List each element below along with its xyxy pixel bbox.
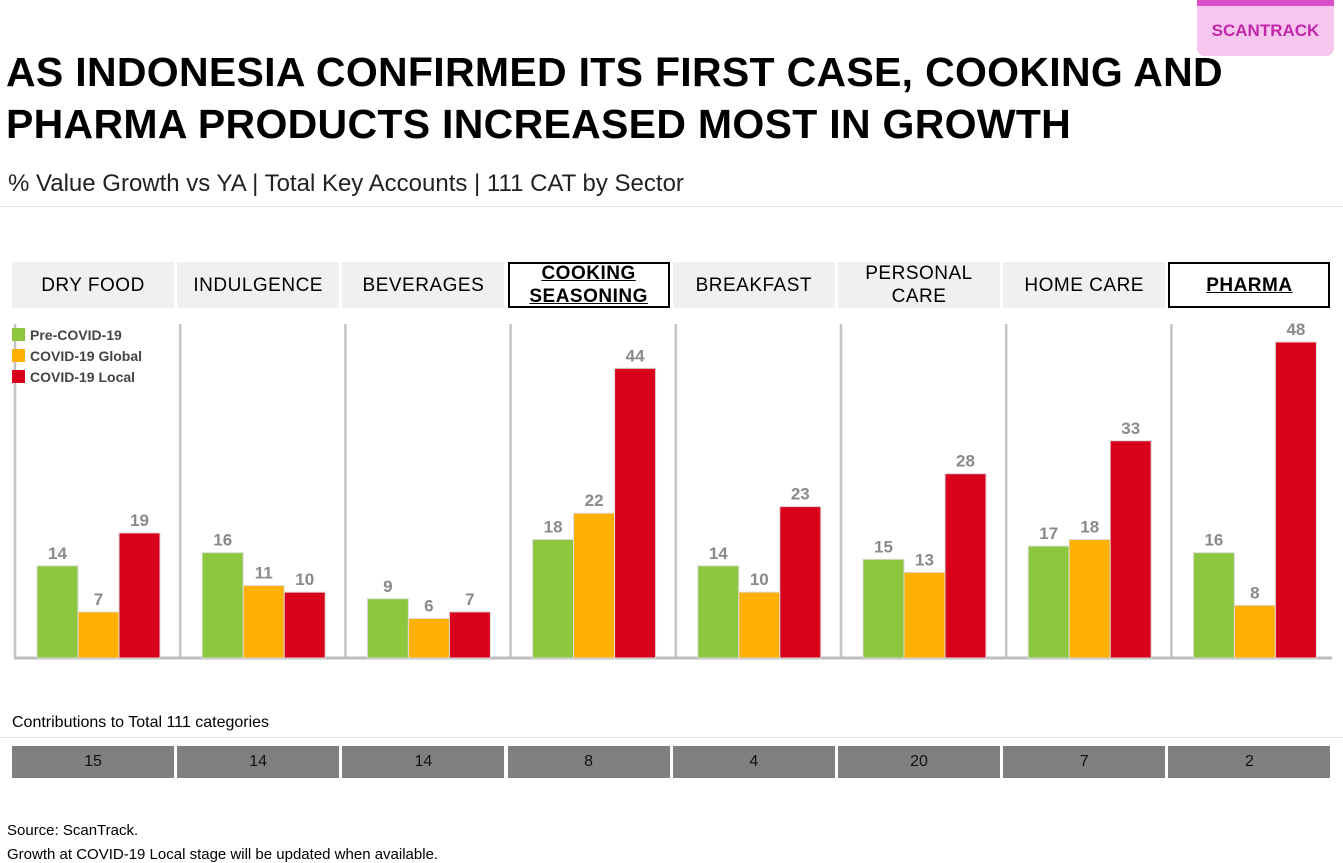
data-label: 13 — [915, 550, 934, 569]
sector-header: PERSONAL CARE — [838, 262, 1000, 308]
bar-covid-19-local — [1109, 440, 1152, 659]
bar-covid-19-local — [118, 532, 161, 659]
data-label: 16 — [1204, 531, 1223, 550]
source-note: Source: ScanTrack. — [7, 822, 139, 839]
bar-pre-covid-19 — [1027, 545, 1070, 659]
sector-header: BEVERAGES — [342, 262, 505, 308]
divider — [0, 737, 1343, 738]
bar-covid-19-global — [1068, 539, 1111, 659]
data-label: 19 — [130, 511, 149, 530]
data-label: 10 — [750, 570, 769, 589]
bar-covid-19-local — [283, 591, 326, 659]
bar-covid-19-global — [407, 618, 450, 659]
bar-pre-covid-19 — [36, 565, 79, 659]
data-label: 7 — [94, 590, 103, 609]
legend-label: COVID-19 Global — [30, 348, 142, 364]
bar-pre-covid-19 — [1192, 552, 1235, 659]
chart-subtitle: % Value Growth vs YA | Total Key Account… — [8, 170, 684, 197]
data-label: 18 — [544, 518, 563, 537]
bar-pre-covid-19 — [201, 552, 244, 659]
data-label: 14 — [48, 544, 67, 563]
bar-pre-covid-19 — [697, 565, 740, 659]
data-label: 23 — [791, 485, 810, 504]
bar-pre-covid-19 — [862, 558, 905, 659]
contribution-value: 8 — [507, 746, 670, 778]
contribution-value: 20 — [838, 746, 1000, 778]
contributions-label: Contributions to Total 111 categories — [12, 714, 270, 731]
bar-pre-covid-19 — [532, 539, 575, 659]
bar-covid-19-global — [573, 512, 616, 659]
bar-pre-covid-19 — [366, 598, 409, 659]
contribution-value: 7 — [1003, 746, 1166, 778]
bar-chart: 14 7 19 16 11 10 9 6 7 18 22 44 14 10 23 15 13 28 17 18 33 16… — [12, 320, 1332, 660]
legend-label: Pre-COVID-19 — [30, 327, 122, 343]
data-label: 22 — [585, 491, 604, 510]
data-label: 44 — [626, 346, 645, 365]
legend-swatch — [12, 328, 25, 341]
bar-covid-19-global — [1233, 604, 1276, 659]
data-label: 18 — [1080, 518, 1099, 537]
bar-covid-19-local — [1274, 341, 1317, 659]
divider — [0, 206, 1343, 207]
legend-swatch — [12, 349, 25, 362]
data-label: 8 — [1250, 583, 1259, 602]
bar-covid-19-global — [738, 591, 781, 659]
page-title: AS INDONESIA CONFIRMED ITS FIRST CASE, C… — [6, 49, 1223, 147]
data-label: 14 — [709, 544, 728, 563]
bar-covid-19-local — [944, 473, 987, 659]
data-label: 9 — [383, 577, 392, 596]
contribution-value: 14 — [177, 746, 340, 778]
legend-label: COVID-19 Local — [30, 369, 135, 385]
sector-header: BREAKFAST — [672, 262, 835, 308]
contribution-value: 15 — [12, 746, 174, 778]
contribution-value: 14 — [342, 746, 505, 778]
data-label: 48 — [1286, 320, 1305, 339]
bar-covid-19-global — [903, 571, 946, 659]
bar-covid-19-local — [614, 367, 657, 659]
footer-note: Growth at COVID-19 Local stage will be u… — [7, 846, 439, 863]
data-label: 10 — [295, 570, 314, 589]
data-label: 33 — [1121, 419, 1140, 438]
contribution-value: 2 — [1168, 746, 1331, 778]
sector-header: INDULGENCE — [177, 262, 340, 308]
data-label: 6 — [424, 597, 433, 616]
sector-header: HOME CARE — [1003, 262, 1166, 308]
bar-covid-19-global — [77, 611, 120, 659]
bar-covid-19-global — [242, 585, 285, 659]
data-label: 15 — [874, 537, 893, 556]
scantrack-badge: SCANTRACK — [1197, 0, 1334, 56]
legend-swatch — [12, 370, 25, 383]
bar-covid-19-local — [448, 611, 491, 659]
data-label: 11 — [255, 564, 273, 583]
sector-header: COOKING SEASONING — [507, 262, 670, 308]
data-label: 7 — [465, 590, 474, 609]
sector-header: PHARMA — [1168, 262, 1331, 308]
contribution-value: 4 — [672, 746, 835, 778]
data-label: 28 — [956, 452, 975, 471]
sector-header: DRY FOOD — [12, 262, 174, 308]
data-label: 16 — [213, 531, 232, 550]
bar-covid-19-local — [779, 506, 822, 659]
data-label: 17 — [1039, 524, 1058, 543]
